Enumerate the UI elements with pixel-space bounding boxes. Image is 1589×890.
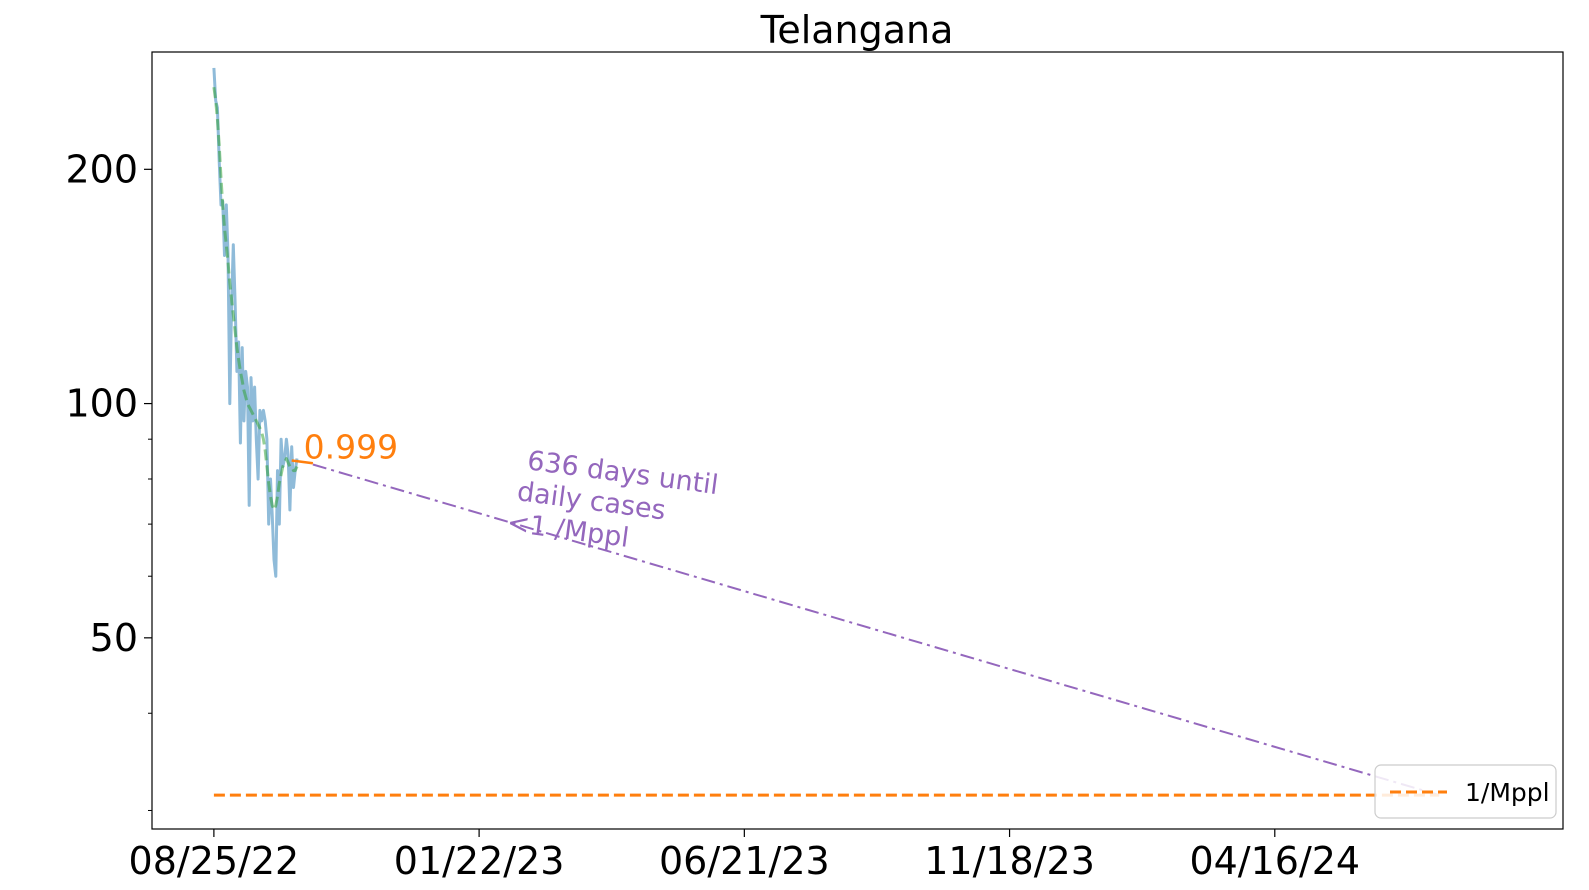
chart-title: Telangana bbox=[760, 8, 954, 52]
x-tick-label-06-21-23: 06/21/23 bbox=[659, 839, 830, 883]
annotation-trend-value: 0.999 bbox=[304, 427, 398, 466]
x-tick-label-04-16-24: 04/16/24 bbox=[1189, 839, 1360, 883]
plot-area bbox=[151, 51, 1564, 830]
y-tick-label-50: 50 bbox=[90, 616, 138, 660]
y-minor-ticks bbox=[148, 438, 152, 811]
legend: 1/Mppl bbox=[1374, 764, 1557, 819]
legend-label-1-mppl: 1/Mppl bbox=[1465, 778, 1550, 807]
series-daily-cases bbox=[212, 67, 299, 578]
x-axis: 08/25/22 01/22/23 06/21/23 11/18/23 04/16/24 bbox=[129, 829, 1360, 883]
y-tick-label-100: 100 bbox=[65, 382, 138, 426]
x-tick-label-01-22-23: 01/22/23 bbox=[394, 839, 565, 883]
series-projection bbox=[312, 463, 1440, 797]
series-recent-trend bbox=[291, 459, 314, 465]
series-smoothed bbox=[212, 87, 299, 512]
legend-box bbox=[1374, 764, 1557, 819]
y-tick-label-200: 200 bbox=[65, 147, 138, 191]
y-axis: 50 100 200 bbox=[65, 147, 152, 660]
x-tick-label-08-25-22: 08/25/22 bbox=[129, 839, 300, 883]
x-tick-label-11-18-23: 11/18/23 bbox=[924, 839, 1095, 883]
series-group bbox=[212, 67, 1440, 797]
